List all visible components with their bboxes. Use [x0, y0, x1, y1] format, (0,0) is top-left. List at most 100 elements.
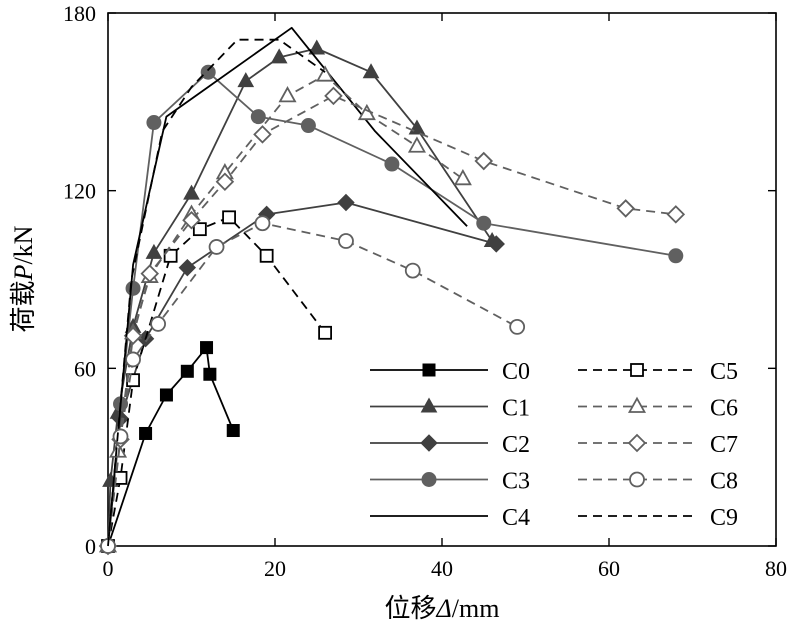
series-c7 [98, 86, 686, 556]
data-point-c0 [139, 426, 153, 440]
y-tick-label: 60 [74, 356, 96, 381]
legend-item-c8: C8 [578, 469, 738, 495]
legend-label-c2: C2 [502, 432, 530, 458]
series-line-c9 [107, 38, 326, 547]
legend-marker-c3 [421, 472, 437, 487]
data-point-c0 [203, 367, 217, 381]
data-point-c3 [125, 280, 141, 296]
legend-marker-c5 [630, 363, 644, 377]
legend-label-c0: C0 [502, 359, 530, 385]
legend-item-c0: C0 [370, 359, 530, 385]
series-c2 [99, 193, 505, 555]
data-point-c6 [316, 65, 335, 82]
data-point-c3 [668, 248, 684, 264]
data-point-c2 [487, 235, 505, 253]
data-point-c1 [237, 72, 255, 88]
data-point-c7 [474, 151, 494, 171]
legend-item-c5: C5 [578, 359, 738, 385]
x-tick-label: 0 [103, 556, 114, 581]
data-point-c3 [300, 118, 316, 134]
legend-marker-c2 [420, 434, 438, 452]
x-tick-label: 60 [598, 556, 620, 581]
legend: C0 C1 C2 C3 C4 C5 C6 C7 C8 C9 [370, 359, 738, 531]
y-tick-label: 180 [63, 1, 96, 26]
data-point-c7 [666, 205, 686, 224]
data-point-c5 [259, 248, 274, 263]
data-point-c7 [123, 326, 143, 346]
legend-item-c2: C2 [370, 432, 530, 458]
y-axis-title-symbol: P [9, 264, 38, 281]
x-axis-title-suffix: /mm [452, 594, 500, 623]
x-tick-label: 20 [264, 556, 286, 581]
data-point-c0 [200, 341, 214, 355]
legend-label-c8: C8 [710, 469, 738, 495]
y-tick-label: 120 [63, 179, 96, 204]
legend-marker-c1 [420, 397, 438, 413]
series-c4 [107, 26, 468, 547]
legend-label-c3: C3 [502, 469, 530, 495]
data-point-c1 [308, 39, 326, 55]
data-point-c0 [159, 388, 173, 402]
x-tick-label: 80 [765, 556, 787, 581]
legend-label-c7: C7 [710, 432, 738, 458]
data-point-c3 [250, 109, 266, 125]
legend-item-c7: C7 [578, 432, 738, 458]
legend-marker-c6 [627, 396, 647, 413]
data-point-c3 [476, 215, 492, 231]
y-axis-title: 荷载P/kN [9, 225, 38, 332]
data-point-c6 [108, 441, 128, 458]
data-point-c2 [178, 258, 197, 277]
x-axis-title-prefix: 位移 [385, 594, 437, 623]
legend-marker-c8 [629, 471, 645, 488]
data-point-c8 [208, 239, 225, 255]
series-line-c4 [107, 26, 468, 547]
data-point-c8 [254, 215, 271, 232]
data-point-c5 [192, 222, 207, 237]
data-point-c0 [180, 364, 194, 378]
series-line-c3 [107, 71, 676, 547]
data-point-c7 [253, 125, 272, 144]
series-c5 [101, 210, 333, 553]
y-axis-title-suffix: /kN [9, 225, 38, 264]
data-point-c7 [324, 86, 343, 106]
data-point-c3 [200, 64, 216, 80]
data-point-c1 [145, 243, 163, 259]
data-point-c1 [362, 63, 380, 79]
legend-marker-c7 [627, 433, 647, 453]
series-c1 [99, 39, 501, 552]
data-point-c5 [163, 248, 178, 263]
data-point-c8 [150, 316, 167, 332]
legend-label-c6: C6 [710, 396, 738, 422]
x-axis-title-symbol: Δ [436, 594, 452, 623]
legend-item-c9: C9 [578, 505, 738, 531]
legend-item-c6: C6 [578, 396, 738, 422]
data-point-c6 [407, 136, 426, 153]
series-line-c1 [107, 47, 493, 547]
axis-ticks: 0 20 40 60 80 0 60 120 180 [63, 1, 787, 581]
data-point-c6 [278, 86, 297, 103]
x-tick-label: 40 [431, 556, 453, 581]
legend-label-c5: C5 [710, 359, 738, 385]
data-point-c7 [182, 211, 201, 230]
series-c8 [100, 215, 526, 554]
legend-item-c4: C4 [370, 505, 530, 531]
x-axis-title: 位移Δ/mm [385, 594, 500, 623]
data-point-c3 [146, 115, 162, 131]
y-tick-label: 0 [85, 534, 96, 559]
data-point-c2 [111, 409, 130, 428]
data-point-c8 [125, 351, 141, 368]
data-point-c8 [112, 428, 129, 445]
data-point-c6 [453, 168, 472, 186]
legend-label-c4: C4 [502, 505, 530, 531]
data-point-c7 [215, 172, 235, 192]
legend-label-c1: C1 [502, 396, 530, 422]
data-point-c8 [338, 233, 354, 249]
data-point-c3 [384, 156, 400, 172]
data-point-c1 [183, 184, 200, 200]
plot-frame [107, 12, 777, 547]
data-series [98, 26, 686, 556]
data-point-c0 [226, 424, 240, 438]
series-line-c8 [107, 222, 518, 547]
series-c9 [107, 38, 326, 547]
